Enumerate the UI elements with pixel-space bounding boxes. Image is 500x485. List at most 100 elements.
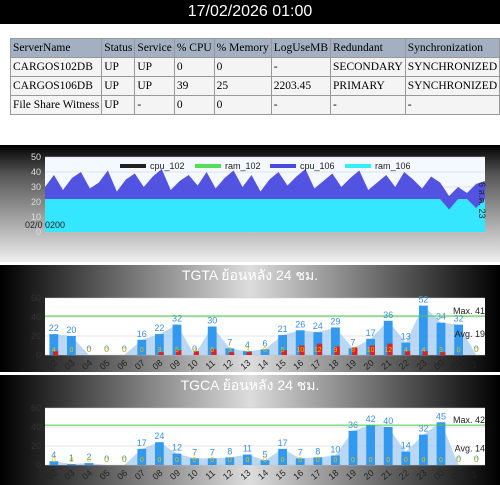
x-tick-label: 23 [414, 358, 428, 372]
x-tick-label: 17 [309, 358, 323, 372]
bar [228, 352, 235, 355]
bar [404, 351, 411, 355]
value-label: 0 [192, 344, 197, 354]
bar [67, 336, 76, 355]
value-label: 0 [351, 457, 355, 464]
value-label: 45 [436, 411, 446, 421]
x-axis-label: 02/0 0200 [25, 220, 65, 230]
x-tick-label: 22 [397, 468, 411, 482]
table-cell: UP [101, 95, 136, 115]
value-label: 4 [404, 347, 408, 354]
x-tick-label: 19 [344, 358, 358, 372]
legend-label: cpu_106 [300, 161, 335, 171]
value-label: 0 [69, 347, 73, 354]
value-label: 0 [157, 457, 161, 464]
value-label: 4 [52, 347, 56, 354]
avg-label: Avg. 14 [455, 444, 485, 454]
bar [419, 434, 428, 465]
value-label: 0 [104, 344, 109, 354]
x-tick-label: 22 [397, 358, 411, 372]
value-label: 4 [245, 340, 250, 350]
bar [278, 335, 287, 355]
bar [422, 351, 428, 355]
bar [207, 326, 217, 355]
value-label: 29 [330, 316, 340, 326]
bar [225, 348, 235, 355]
y-tick-label: 60 [31, 403, 41, 413]
bar [137, 448, 147, 465]
area-series [45, 199, 485, 232]
x-tick-label: 16 [291, 358, 305, 372]
table-row: File Share Witness UP -0 0- - - [9, 95, 500, 115]
x-tick-label: 03 [62, 468, 76, 482]
value-label: 24 [313, 321, 323, 331]
value-label: 7 [192, 447, 197, 457]
value-label: 0 [104, 454, 109, 464]
bar [84, 463, 94, 465]
x-tick-label: 12 [221, 468, 235, 482]
value-label: 0 [474, 347, 478, 354]
x-tick-label: 18 [326, 468, 340, 482]
x-tick-label: 05 [98, 358, 112, 372]
value-label: 34 [436, 312, 446, 322]
value-label: 40 [383, 416, 393, 426]
value-label: 0 [122, 457, 126, 464]
table-row: CARGOS102DB UP UP 0 0- SECONDARY SYNCHRONIZED [9, 57, 500, 77]
column-header: % Memory [213, 38, 272, 58]
value-label: 9 [333, 347, 337, 354]
value-label: 0 [439, 457, 443, 464]
x-tick-label: 10 [186, 468, 200, 482]
x-tick-label: 09 [168, 358, 182, 372]
bar [316, 343, 323, 355]
bar [225, 457, 235, 465]
table-cell: - [404, 95, 500, 115]
value-label: 5 [262, 449, 267, 459]
value-label: 0 [245, 457, 249, 464]
value-label: 0 [281, 457, 285, 464]
table-cell: 0 [213, 95, 272, 115]
y-tick-label: 10 [31, 212, 41, 222]
value-label: 0 [474, 457, 478, 464]
value-label: 0 [333, 457, 337, 464]
value-label: 7 [350, 337, 355, 347]
value-label: 36 [383, 310, 393, 320]
y-tick-label: 40 [31, 312, 41, 322]
bar [67, 464, 76, 465]
bar [369, 345, 375, 355]
value-label: 16 [137, 329, 147, 339]
chart-title: TGCA ย้อนหลัง 24 ชม. [181, 377, 320, 393]
bar [352, 347, 358, 355]
value-label: 10 [296, 347, 304, 354]
bar [211, 349, 217, 355]
value-label: 0 [52, 457, 56, 464]
legend-swatch [120, 164, 146, 168]
bar [52, 351, 59, 355]
x-tick-label: 15 [274, 468, 288, 482]
value-label: 3 [245, 347, 249, 354]
y-tick-label: 50 [31, 152, 41, 162]
y-tick-label: 20 [31, 441, 41, 451]
value-label: 26 [295, 319, 305, 329]
x-tick-label: 19 [344, 468, 358, 482]
bar [436, 322, 446, 355]
x-tick-label: 04 [80, 468, 94, 482]
value-label: 17 [278, 438, 288, 448]
bar [260, 349, 270, 355]
bar [260, 460, 270, 465]
bar [366, 425, 375, 465]
value-label: 3 [228, 347, 232, 354]
table-cell: File Share Witness [9, 95, 103, 115]
header-title: 17/02/2026 01:00 [0, 0, 500, 24]
bar [137, 339, 147, 355]
value-label: 0 [87, 457, 91, 464]
bar [383, 427, 393, 465]
value-label: 0 [105, 347, 109, 354]
value-label: 0 [193, 457, 197, 464]
bar [348, 430, 358, 465]
bar [155, 442, 164, 465]
value-label: 0 [369, 457, 373, 464]
bar [313, 457, 323, 465]
table-cell: SYNCHRONIZED [404, 76, 500, 96]
value-label: 3 [157, 347, 161, 354]
